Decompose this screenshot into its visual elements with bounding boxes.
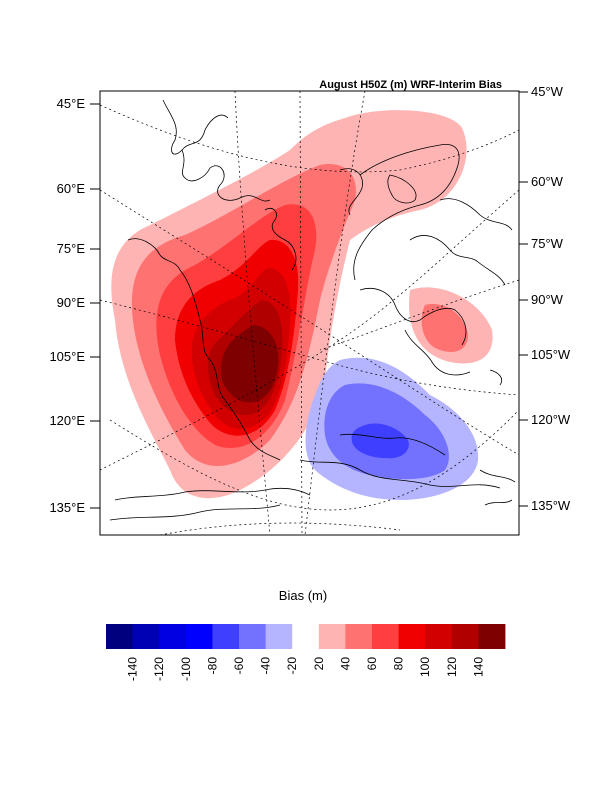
coastline: [299, 459, 501, 489]
lon-label-right: 135°W: [531, 498, 571, 513]
coastline: [162, 99, 229, 155]
colorbar-swatch: [106, 624, 133, 649]
coastlines: [109, 99, 516, 521]
colorbar-swatch: [425, 624, 453, 649]
graticule: [100, 91, 519, 535]
colorbar-tick-label: -100: [179, 657, 193, 681]
colorbar-swatch: [345, 624, 373, 649]
negative-bias-region: [305, 357, 479, 500]
colorbar-tick-label: 80: [392, 657, 406, 671]
colorbar-title: Bias (m): [279, 588, 327, 603]
coastline: [404, 329, 471, 376]
colorbar-swatch: [318, 624, 346, 649]
colorbar-tick-label: -120: [152, 657, 166, 681]
colorbar-tick-label: -60: [232, 657, 246, 675]
parallel-line: [109, 409, 519, 511]
map-title: August H50Z (m) WRF-Interim Bias: [319, 79, 502, 91]
meridian-line: [100, 189, 519, 471]
colorbar: -140 -120 -100 -80 -60 -40 -20 20 40 60 80 100 120 14…: [106, 624, 506, 681]
colorbar-tick-label: 60: [365, 657, 379, 671]
left-ticks: [90, 103, 100, 509]
colorbar-tick-label: -40: [259, 657, 273, 675]
colorbar-tick-label: 120: [445, 657, 459, 677]
right-ticks: [519, 91, 528, 507]
colorbar-tick-label: 20: [312, 657, 326, 671]
coastline: [264, 207, 297, 271]
bias-contour-140: [220, 325, 279, 403]
colorbar-swatch: [451, 624, 479, 649]
coastline: [181, 149, 271, 202]
lon-label-left: 120°E: [49, 413, 85, 428]
map-panel: [100, 91, 519, 535]
colorbar-swatch: [185, 624, 213, 649]
parallel-line: [159, 522, 401, 535]
lon-label-left: 60°E: [57, 181, 86, 196]
lon-label-left: 45°E: [57, 96, 86, 111]
lon-label-right: 120°W: [531, 412, 571, 427]
colorbar-swatch: [239, 624, 266, 649]
coastline: [339, 433, 446, 456]
lon-label-left: 135°E: [49, 500, 85, 515]
coastline: [387, 174, 417, 204]
bias-contour-neg60: [351, 423, 409, 459]
colorbar-tick-label: -80: [205, 657, 219, 675]
lon-label-right: 45°W: [531, 84, 564, 99]
colorbar-tick-label: 40: [338, 657, 352, 671]
coastline: [484, 499, 513, 506]
coastline: [489, 369, 503, 386]
coastline: [353, 143, 460, 281]
colorbar-swatch: [265, 624, 293, 649]
colorbar-tick-label: -140: [126, 657, 140, 681]
lon-label-right: 60°W: [531, 174, 564, 189]
coastline: [114, 487, 311, 501]
colorbar-swatch: [132, 624, 160, 649]
meridian-line: [100, 189, 519, 456]
lon-label-right: 90°W: [531, 292, 564, 307]
lon-label-left: 75°E: [57, 241, 86, 256]
meridian-line: [304, 91, 366, 535]
lon-label-right: 75°W: [531, 236, 564, 251]
bias-contour-40-east: [421, 304, 468, 352]
coastline: [359, 288, 467, 346]
meridian-line: [299, 91, 303, 535]
colorbar-swatch: [398, 624, 426, 649]
coastline: [479, 469, 516, 483]
lon-label-left: 90°E: [57, 295, 86, 310]
coastline: [109, 504, 281, 521]
meridian-line: [234, 91, 271, 535]
lon-label-left: 105°E: [49, 349, 85, 364]
colorbar-swatch: [478, 624, 506, 649]
positive-bias-region: [111, 110, 493, 499]
lon-label-right: 105°W: [531, 347, 571, 362]
coastline: [127, 238, 281, 461]
map-frame: [99, 90, 520, 536]
coastline: [339, 168, 363, 216]
coastline: [439, 198, 513, 231]
colorbar-swatch: [372, 624, 399, 649]
colorbar-tick-label: 100: [418, 657, 432, 677]
colorbar-tick-label: 140: [471, 657, 485, 677]
colorbar-tick-label: -20: [285, 657, 299, 675]
colorbar-swatch: [212, 624, 240, 649]
colorbar-swatch: [292, 624, 320, 649]
meridian-line: [100, 299, 519, 396]
colorbar-swatch: [159, 624, 187, 649]
coastline: [409, 235, 506, 286]
